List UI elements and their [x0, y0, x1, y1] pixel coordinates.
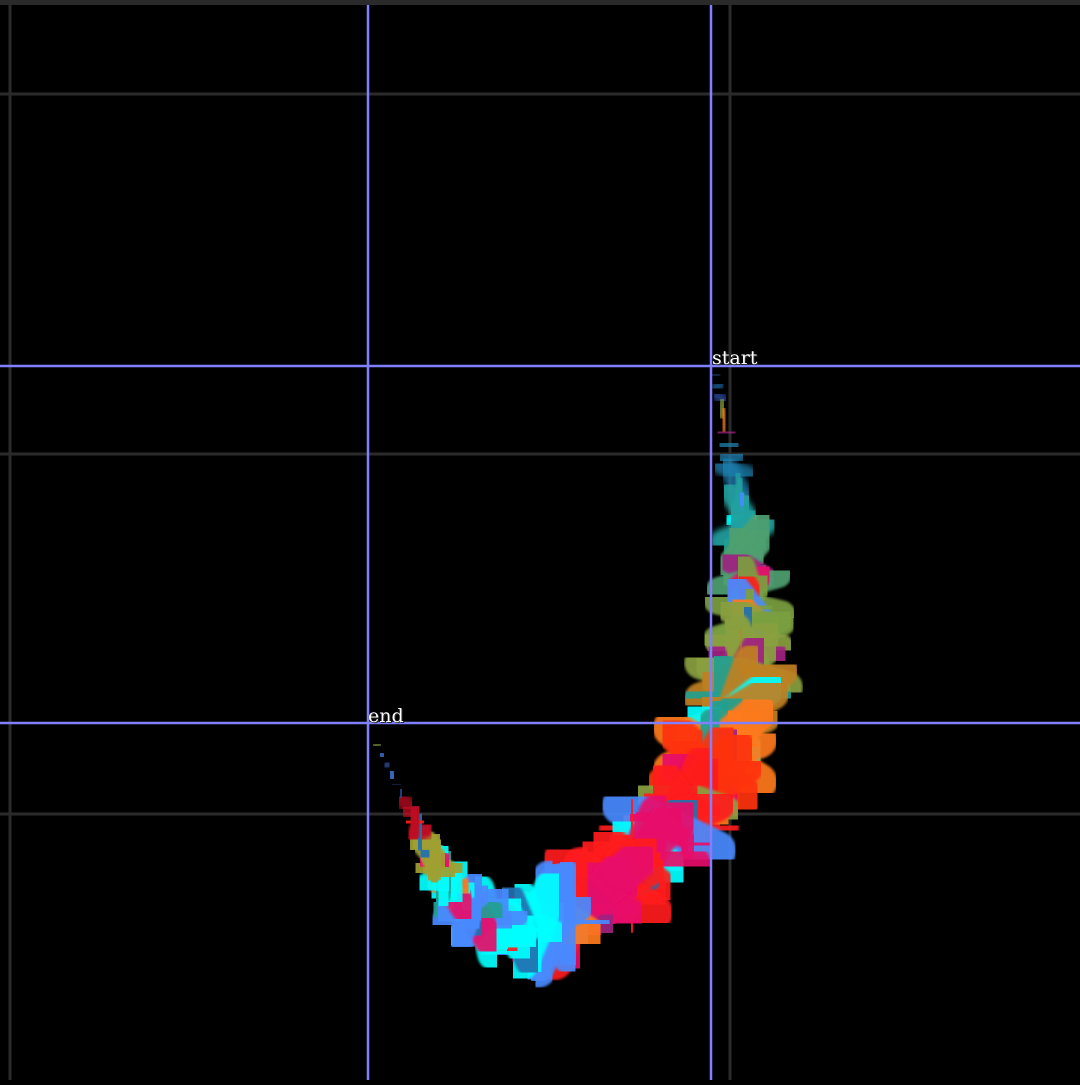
brush-stroke — [385, 763, 388, 766]
start-marker-label: start — [712, 349, 757, 368]
brush-stroke — [381, 754, 383, 757]
brush-stroke — [714, 385, 721, 388]
brush-stroke — [722, 444, 735, 447]
brush-strokes — [374, 375, 786, 970]
end-marker-label: end — [368, 707, 404, 726]
brush-stroke — [391, 772, 394, 778]
brush-stroke — [400, 791, 401, 797]
brush-stroke — [720, 432, 733, 433]
brush-stroke — [374, 744, 380, 745]
top-border — [0, 0, 1080, 5]
